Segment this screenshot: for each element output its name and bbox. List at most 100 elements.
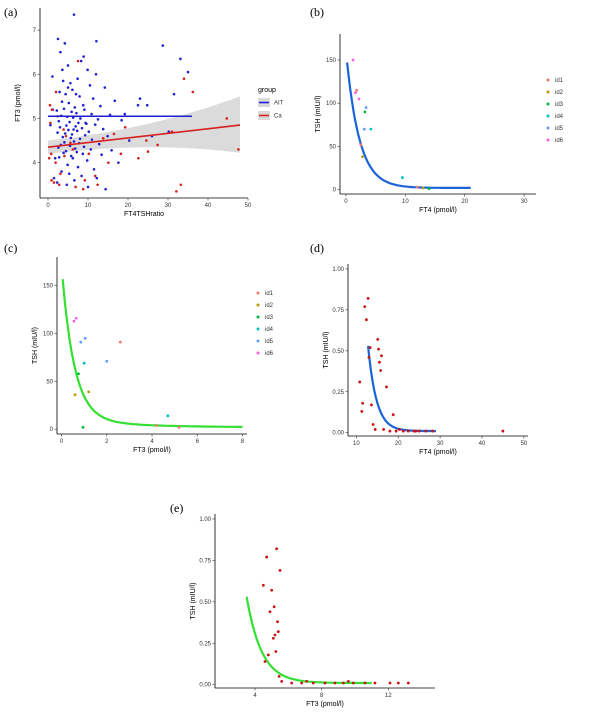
x-tick-label-e: 4	[253, 693, 257, 699]
point-b-id2	[421, 186, 425, 190]
point-d-points	[424, 429, 428, 433]
point-ait	[87, 130, 91, 134]
point-c-id4	[166, 414, 170, 418]
x-tick-label-a: 10	[85, 203, 92, 209]
point-d-points	[431, 429, 434, 433]
panel-e: (e) 4 8 12 0.00 0.25 0.50 0.75 1.00 FT3 (pmol/l) T…	[170, 501, 435, 708]
x-tick-label-a: 50	[245, 203, 252, 209]
x-tick-label-e: 8	[320, 693, 324, 699]
legend-b: id1 id2 id3 id4 id5 id6	[546, 78, 564, 144]
x-axis-title-d: FT4 (pmol/l)	[419, 449, 457, 456]
y-axis-title-c: TSH (mIU/l)	[32, 327, 39, 364]
legend-label-id3: id3	[265, 315, 274, 321]
point-c-id6	[74, 316, 78, 320]
point-ait	[62, 107, 66, 111]
point-d-points	[406, 429, 410, 433]
panel-b: (b) 0 10 20 30 0 50 100 150 FT4 (pmol/l) TSH (mIU/…	[310, 5, 564, 214]
point-d-points	[388, 429, 392, 433]
point-e-points	[266, 653, 270, 657]
x-axis-title-e: FT3 (pmol/l)	[306, 701, 344, 708]
point-ait	[113, 99, 117, 103]
legend-label-id5: id5	[555, 126, 564, 132]
point-ait	[72, 13, 76, 16]
point-c-id4	[82, 361, 86, 365]
point-c-id5	[105, 359, 109, 363]
point-ca	[175, 190, 178, 193]
legend-key-id5	[256, 339, 260, 343]
panel-a: (a) 0 10 20 30 40 50 4 5 6 7 FT4TSHratio FT3 (pmol/l…	[4, 5, 284, 218]
point-ait	[117, 161, 120, 164]
point-ait	[186, 70, 190, 74]
panel-label-d: (d)	[310, 241, 324, 255]
point-ca	[96, 183, 99, 187]
point-ca	[47, 156, 51, 160]
point-ait	[61, 135, 65, 139]
point-ca	[112, 132, 116, 136]
point-ca	[71, 148, 75, 151]
ci-band-ca	[48, 96, 240, 154]
legend-key-id1	[256, 291, 260, 295]
point-ca	[101, 137, 105, 140]
point-ait	[104, 187, 107, 191]
y-axis-title-e: TSH (mIU/l)	[190, 583, 197, 620]
point-d-points	[370, 403, 373, 407]
y-tick-label-b: 50	[329, 144, 336, 150]
point-d-points	[360, 410, 364, 413]
point-ait	[71, 156, 75, 160]
point-ait	[82, 145, 86, 149]
point-d-points	[398, 428, 401, 431]
point-ait	[57, 156, 61, 159]
point-ait	[73, 106, 77, 109]
point-e-points	[275, 547, 279, 551]
point-ca	[54, 161, 57, 164]
point-ca	[93, 174, 97, 178]
legend-label-id2: id2	[555, 90, 564, 96]
legend-key-id5	[546, 126, 550, 130]
point-d-points	[380, 354, 383, 358]
y-tick-label-b: 150	[326, 58, 337, 64]
x-tick-label-c: 0	[60, 439, 64, 445]
point-ait	[49, 123, 52, 127]
point-c-id1	[177, 425, 181, 429]
legend-label-id3: id3	[555, 102, 564, 108]
panel-d: (d) 10 20 30 40 50 0.00 0.25 0.50 0.75 1.00 FT4 (pm…	[310, 241, 528, 456]
point-ait	[64, 92, 67, 96]
point-ca	[137, 156, 140, 160]
legend-key-id3	[546, 102, 550, 106]
y-tick-label-e: 0.75	[199, 558, 211, 564]
point-ait	[93, 123, 97, 126]
point-ait	[61, 79, 65, 83]
point-ait	[90, 112, 93, 116]
point-ait	[145, 103, 149, 107]
point-ait	[55, 109, 59, 112]
point-b-id1	[359, 143, 363, 147]
point-ca	[119, 152, 123, 156]
point-ca	[50, 108, 54, 111]
point-e-points	[280, 679, 284, 683]
point-ca	[50, 179, 53, 182]
fit-curve-c	[61, 279, 243, 428]
legend-key-id6	[256, 351, 260, 355]
y-tick-label-a: 4	[33, 161, 37, 167]
point-ait	[101, 127, 105, 131]
point-b-id6	[354, 91, 357, 95]
point-b-id1	[355, 88, 359, 92]
y-tick-label-c: 150	[43, 284, 54, 290]
point-ait	[82, 55, 85, 58]
point-c-id5	[79, 340, 83, 344]
point-ait	[73, 147, 77, 150]
point-ait	[85, 159, 89, 162]
y-tick-label-e: 0.00	[199, 683, 211, 689]
point-ait	[69, 154, 73, 158]
point-ca	[237, 148, 240, 151]
point-ait	[66, 86, 70, 89]
legend-label-id5: id5	[265, 339, 274, 345]
regression-line-ca	[47, 124, 241, 148]
point-ait	[127, 139, 131, 142]
y-tick-label-d: 1.00	[332, 267, 344, 273]
point-ait	[68, 120, 71, 124]
legend-label-ca: Ca	[274, 114, 282, 120]
legend-label-id6: id6	[555, 138, 564, 144]
point-d-points	[379, 369, 383, 372]
